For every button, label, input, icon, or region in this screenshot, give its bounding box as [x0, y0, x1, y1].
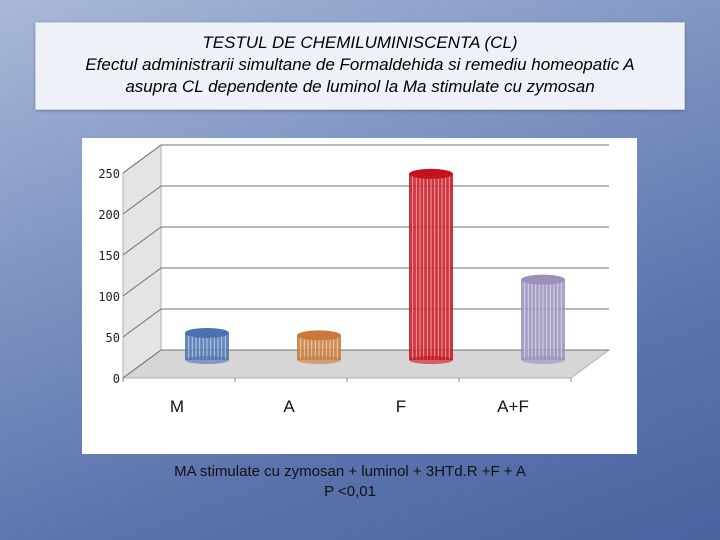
footer-line-1: MA stimulate cu zymosan + luminol + 3HTd… [174, 463, 526, 480]
x-tick-label: F [396, 397, 406, 416]
title-line-1: TESTUL DE CHEMILUMINISCENTA (CL) [202, 33, 518, 52]
footer-line-2: P <0,01 [324, 483, 376, 500]
y-tick-label: 200 [98, 208, 120, 222]
bar-top-F [409, 168, 453, 179]
title-line-2: Efectul administrarii simultane de Forma… [85, 55, 635, 74]
x-tick-label: M [170, 397, 184, 416]
y-tick-label: 0 [113, 372, 120, 386]
bar-base-F [409, 356, 453, 364]
y-tick-label: 150 [98, 249, 120, 263]
gridline-side-250 [122, 144, 162, 174]
y-tick-label: 100 [98, 290, 120, 304]
gridline-side-0 [122, 349, 162, 379]
y-tick-label: 250 [98, 167, 120, 181]
chart-title-box: TESTUL DE CHEMILUMINISCENTA (CL) Efectul… [35, 22, 685, 110]
bar-base-M [185, 356, 229, 364]
gridline-side-150 [122, 226, 162, 256]
gridline-side-100 [122, 267, 162, 297]
x-tick-label: A [283, 397, 295, 416]
title-line-3: asupra CL dependente de luminol la Ma st… [125, 77, 595, 96]
bar-base-A+F [521, 356, 565, 364]
bar-base-A [297, 356, 341, 364]
gridline-side-200 [122, 185, 162, 215]
side-wall [122, 144, 162, 379]
bar-top-A+F [521, 274, 565, 285]
bar-top-A [297, 330, 341, 341]
gridline-side-50 [122, 308, 162, 338]
bar-top-M [185, 327, 229, 338]
x-tick-label: A+F [497, 397, 529, 416]
y-tick-label: 50 [106, 331, 120, 345]
